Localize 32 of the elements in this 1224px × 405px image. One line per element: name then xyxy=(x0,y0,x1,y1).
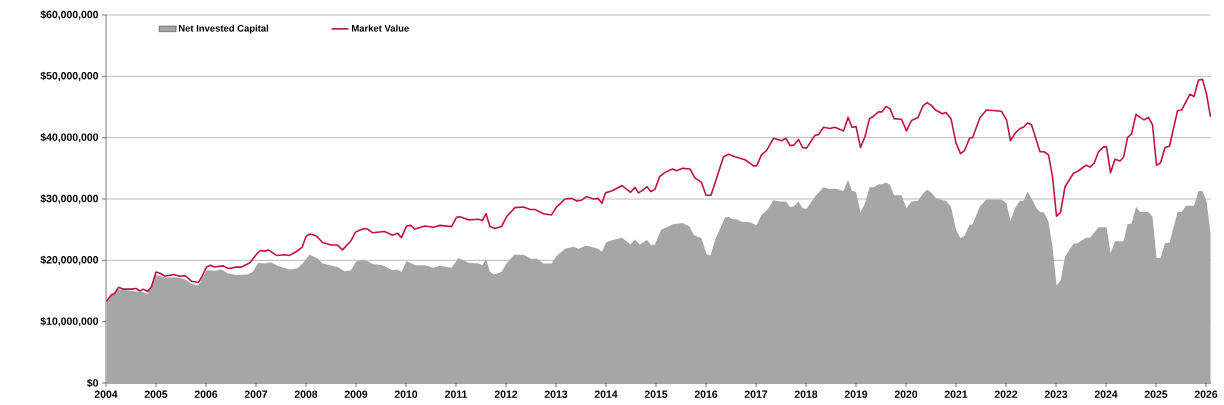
x-tick-label: 2013 xyxy=(544,390,568,398)
x-tick-label: 2004 xyxy=(94,390,118,398)
x-tick-label: 2022 xyxy=(994,390,1018,398)
x-tick-label: 2019 xyxy=(844,390,868,398)
legend-label: Market Value xyxy=(352,24,409,32)
y-tick-label: $60,000,000 xyxy=(40,10,99,20)
x-tick-label: 2023 xyxy=(1044,390,1068,398)
y-tick-label: $50,000,000 xyxy=(40,71,99,82)
x-tick-label: 2026 xyxy=(1194,390,1218,398)
x-tick-label: 2020 xyxy=(894,390,918,398)
x-tick-label: 2009 xyxy=(344,390,368,398)
x-tick-label: 2005 xyxy=(144,390,168,398)
y-tick-label: $30,000,000 xyxy=(40,194,99,204)
x-tick-label: 2012 xyxy=(494,390,518,398)
x-tick-label: 2008 xyxy=(294,390,318,398)
x-tick-label: 2021 xyxy=(944,390,968,398)
x-tick-label: 2015 xyxy=(644,390,668,398)
x-tick-label: 2010 xyxy=(394,390,418,398)
legend-label: Net Invested Capital xyxy=(178,24,269,34)
x-tick-label: 2006 xyxy=(194,390,218,398)
x-tick-label: 2007 xyxy=(244,390,268,398)
y-tick-label: $10,000,000 xyxy=(40,316,99,327)
x-tick-label: 2011 xyxy=(445,390,468,398)
x-tick-label: 2025 xyxy=(1144,390,1168,398)
x-tick-label: 2024 xyxy=(1094,390,1118,398)
y-tick-label: $20,000,000 xyxy=(40,255,99,266)
x-tick-label: 2016 xyxy=(694,390,718,398)
x-tick-label: 2014 xyxy=(594,390,618,398)
x-tick-label: 2017 xyxy=(744,390,768,398)
y-tick-label: $0 xyxy=(87,378,99,388)
y-tick-label: $40,000,000 xyxy=(40,132,99,143)
x-tick-label: 2018 xyxy=(794,390,818,398)
